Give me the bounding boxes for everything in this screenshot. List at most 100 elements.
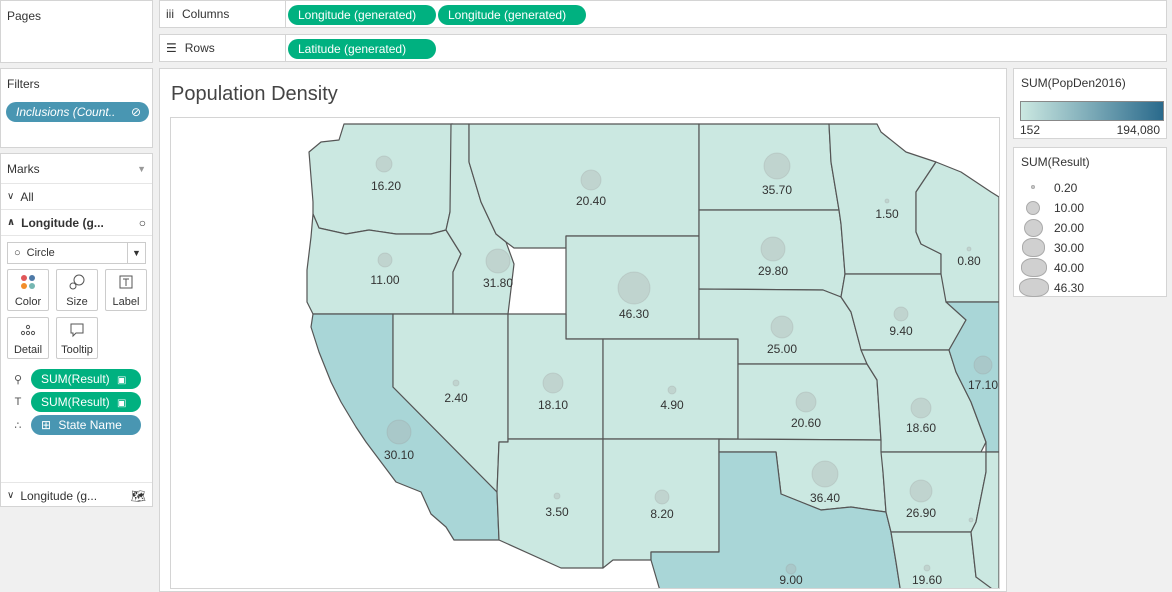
- map-label-nebraska: 25.00: [767, 342, 797, 356]
- columns-label: Columns: [182, 7, 230, 21]
- bubble-colorado[interactable]: [667, 385, 677, 395]
- marks-field-size[interactable]: ⚲ SUM(Result) ▣: [11, 369, 141, 389]
- bubble-washington[interactable]: [375, 155, 393, 173]
- chevron-up-icon: ∧: [7, 216, 16, 228]
- bubble-montana[interactable]: [580, 169, 602, 191]
- map-label-oregon: 11.00: [370, 273, 399, 287]
- field-pill-state-name[interactable]: ⊞ State Name: [31, 415, 141, 435]
- state-illinois[interactable]: [945, 301, 999, 453]
- size-card-label: Size: [66, 296, 88, 308]
- filters-title: Filters: [7, 77, 40, 91]
- marks-menu-caret-icon[interactable]: ▼: [137, 163, 146, 174]
- marks-header: Marks ▼: [1, 154, 152, 184]
- label-card-button[interactable]: Label: [105, 269, 147, 311]
- map-label-montana: 20.40: [576, 194, 606, 208]
- map-label-wyoming: 46.30: [619, 307, 649, 321]
- field-pill-sum-result[interactable]: SUM(Result) ▣: [31, 392, 141, 412]
- rows-icon: ☰: [166, 41, 177, 55]
- marks-all-label: All: [20, 189, 34, 204]
- bubble-arkansas[interactable]: [909, 479, 933, 503]
- bubble-wisconsin[interactable]: [966, 246, 972, 252]
- detail-card-button[interactable]: Detail: [7, 317, 49, 359]
- color-card-label: Color: [14, 296, 42, 308]
- tooltip-card-button[interactable]: Tooltip: [56, 317, 98, 359]
- marks-field-label[interactable]: T SUM(Result) ▣: [11, 392, 141, 412]
- map-label-texas: 9.00: [779, 573, 803, 587]
- row-pill-latitude[interactable]: Latitude (generated): [288, 39, 436, 59]
- size-legend-circle: [1031, 185, 1035, 189]
- calc-icon: ▣: [117, 375, 127, 386]
- rows-shelf[interactable]: ☰ Rows Latitude (generated): [159, 34, 1167, 62]
- size-legend-value: 10.00: [1054, 201, 1085, 215]
- state-wisconsin[interactable]: [915, 161, 999, 303]
- bubble-south-dakota[interactable]: [760, 236, 786, 262]
- size-legend[interactable]: SUM(Result) 0.20 10.00 20.00 30.00 40.00…: [1013, 147, 1167, 297]
- marks-layer-longitude[interactable]: ∧ Longitude (g... ○: [1, 210, 152, 236]
- size-legend-item: 46.30: [1018, 278, 1163, 298]
- filters-shelf[interactable]: Filters Inclusions (Count.. ⊘: [0, 68, 153, 148]
- size-legend-item: 30.00: [1018, 238, 1163, 258]
- chevron-down-icon: ▼: [127, 243, 145, 263]
- map-view[interactable]: 16.20 11.00 30.10 31.80 2.40 20.40 46.30 18.10 3…: [170, 117, 1000, 589]
- state-east-edge[interactable]: [970, 451, 999, 589]
- marks-layer-longitude-2[interactable]: ∨ Longitude (g... 🗺: [1, 482, 152, 508]
- map-label-utah: 18.10: [538, 398, 568, 412]
- bubble-oklahoma[interactable]: [811, 460, 839, 488]
- map-label-colorado: 4.90: [660, 398, 684, 412]
- bubble-minnesota[interactable]: [884, 198, 890, 204]
- circle-icon: ○: [14, 247, 21, 259]
- size-legend-circle: [1024, 219, 1043, 237]
- column-pill-longitude[interactable]: Longitude (generated): [438, 5, 586, 25]
- field-pill-label: State Name: [58, 418, 122, 432]
- marks-layer-label: Longitude (g...: [21, 215, 104, 230]
- size-card-button[interactable]: Size: [56, 269, 98, 311]
- size-legend-value: 40.00: [1054, 261, 1085, 275]
- bubble-arizona[interactable]: [553, 492, 561, 500]
- map-label-iowa: 9.40: [889, 324, 913, 338]
- bubble-wyoming[interactable]: [617, 271, 651, 305]
- bubble-nebraska[interactable]: [770, 315, 794, 339]
- bubble-illinois[interactable]: [973, 355, 993, 375]
- bubble-kansas[interactable]: [795, 391, 817, 413]
- marks-field-detail[interactable]: ∴ ⊞ State Name: [11, 415, 141, 435]
- marks-layer-all[interactable]: ∨ All: [1, 184, 152, 210]
- color-legend[interactable]: SUM(PopDen2016) 152 194,080: [1013, 68, 1167, 139]
- map-label-california: 30.10: [384, 448, 414, 462]
- pages-shelf[interactable]: Pages: [0, 0, 153, 63]
- bubble-nevada[interactable]: [452, 379, 460, 387]
- map-svg[interactable]: 16.20 11.00 30.10 31.80 2.40 20.40 46.30 18.10 3…: [171, 118, 1000, 589]
- bubble-utah[interactable]: [542, 372, 564, 394]
- color-card-button[interactable]: Color: [7, 269, 49, 311]
- detail-card-label: Detail: [13, 344, 43, 356]
- size-legend-value: 46.30: [1054, 281, 1085, 295]
- size-icon: [57, 274, 97, 292]
- columns-icon: iii: [166, 7, 174, 21]
- field-pill-sum-result[interactable]: SUM(Result) ▣: [31, 369, 141, 389]
- size-legend-title: SUM(Result): [1021, 155, 1090, 169]
- bubble-louisiana[interactable]: [923, 564, 931, 572]
- mark-type-dropdown[interactable]: ○ Circle ▼: [7, 242, 146, 264]
- color-palette-icon: [8, 274, 48, 292]
- size-legend-item: 40.00: [1018, 258, 1163, 278]
- mark-type-value: Circle: [26, 247, 55, 259]
- bubble-idaho[interactable]: [485, 248, 511, 274]
- bubble-california[interactable]: [386, 419, 412, 445]
- label-card-label: Label: [112, 296, 140, 308]
- bubble-north-dakota[interactable]: [763, 152, 791, 180]
- column-pill-longitude[interactable]: Longitude (generated): [288, 5, 436, 25]
- bubble-east-edge[interactable]: [968, 517, 974, 523]
- tooltip-card-label: Tooltip: [61, 344, 93, 356]
- bubble-texas[interactable]: [785, 563, 797, 575]
- marks-layer-label: Longitude (g...: [20, 488, 98, 503]
- bubble-missouri[interactable]: [910, 397, 932, 419]
- color-legend-min: 152: [1020, 123, 1041, 137]
- bubble-new-mexico[interactable]: [654, 489, 670, 505]
- bubble-iowa[interactable]: [893, 306, 909, 322]
- size-legend-value: 0.20: [1054, 181, 1078, 195]
- state-arizona[interactable]: [496, 438, 604, 569]
- columns-shelf[interactable]: iii Columns Longitude (generated) Longit…: [159, 0, 1167, 28]
- bubble-oregon[interactable]: [377, 252, 393, 268]
- filter-pill-inclusions[interactable]: Inclusions (Count.. ⊘: [6, 102, 149, 122]
- map-label-new-mexico: 8.20: [650, 507, 674, 521]
- chevron-down-icon: ∨: [7, 489, 15, 501]
